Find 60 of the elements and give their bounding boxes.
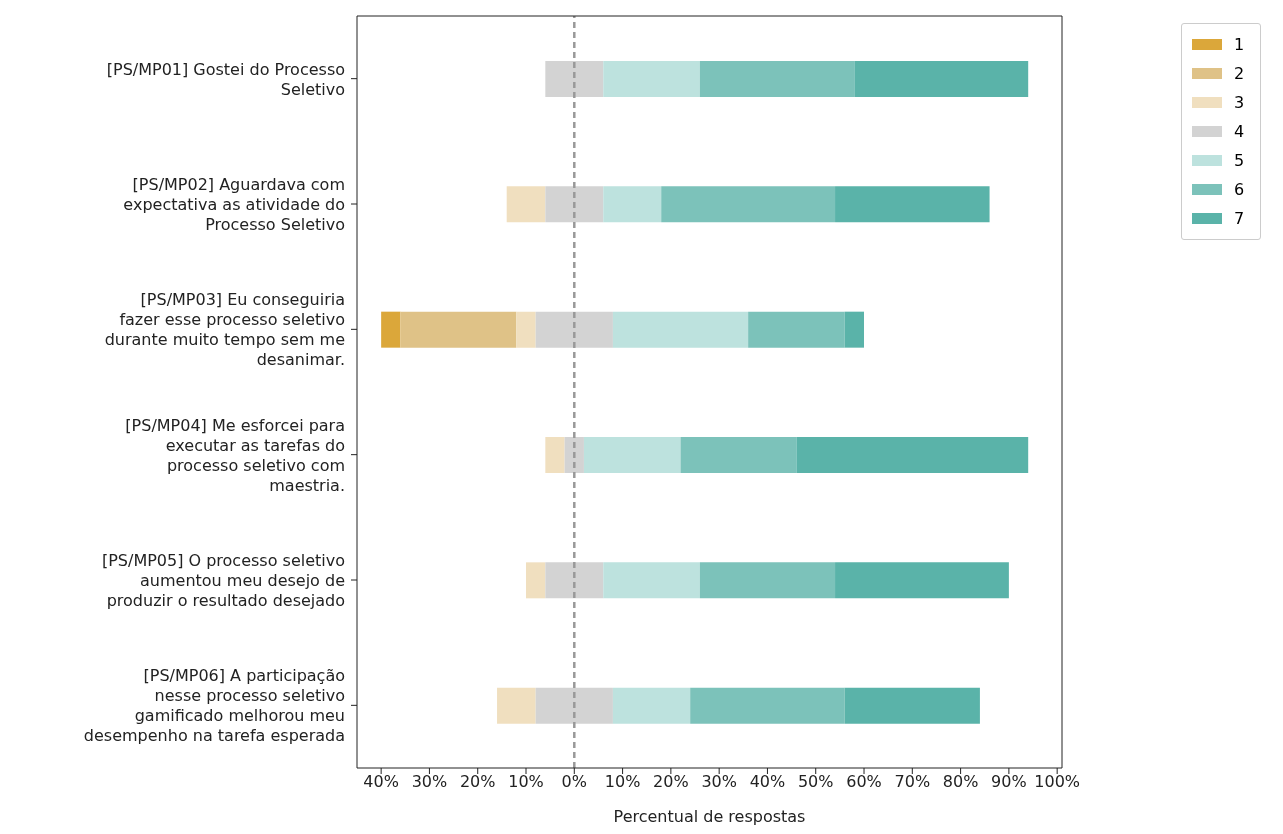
bar	[564, 437, 584, 473]
x-tick-label: 20%	[653, 772, 689, 792]
bar	[835, 186, 990, 223]
bar	[748, 311, 845, 348]
legend-label: 7	[1234, 209, 1245, 228]
x-tick-label: 50%	[797, 772, 834, 792]
x-tick-label: 60%	[846, 772, 882, 792]
bar	[526, 562, 546, 599]
bar	[400, 311, 517, 348]
bar	[844, 687, 980, 724]
bar	[612, 687, 691, 724]
x-tick-label: 70%	[894, 772, 931, 792]
legend-label: 5	[1234, 151, 1245, 170]
bar	[854, 61, 1029, 97]
legend-label: 1	[1234, 35, 1245, 54]
y-tick-label: [PS/MP05] O processo seletivo aumentou meu desejo de produzir o resultado desejado	[101, 550, 345, 610]
bar	[516, 311, 536, 348]
x-tick-label: 30%	[411, 772, 448, 792]
bar	[545, 437, 565, 473]
bar	[535, 311, 613, 348]
bar	[381, 311, 401, 348]
y-tick-label: [PS/MP01] Gostei do Processo Seletivo	[106, 59, 345, 99]
y-tick-label: [PS/MP02] Aguardava com expectativa as atividade do Processo Seletivo	[123, 174, 345, 234]
bar	[535, 687, 613, 724]
legend-label: 6	[1234, 180, 1245, 199]
legend-label: 3	[1234, 93, 1245, 112]
x-tick-label: 10%	[604, 772, 641, 792]
x-tick-label: 100%	[1034, 772, 1081, 792]
x-tick-label: 0%	[561, 772, 587, 792]
legend-label: 4	[1234, 122, 1245, 141]
x-tick-label: 40%	[363, 772, 399, 792]
bar	[680, 437, 797, 473]
x-tick-label: 20%	[459, 772, 496, 792]
bar	[497, 687, 536, 724]
bar	[844, 311, 865, 348]
bar	[506, 186, 546, 223]
bar	[583, 437, 681, 473]
bar	[603, 186, 662, 223]
x-tick-label: 30%	[701, 772, 737, 792]
bar	[796, 437, 1029, 473]
y-tick-label: [PS/MP06] A participação nesse processo seletivo gamificado melhorou meu desempenho na tarefa esperada	[83, 665, 345, 745]
bar	[699, 562, 836, 599]
bar	[603, 562, 700, 599]
x-tick-label: 90%	[991, 772, 1027, 792]
y-tick-label: [PS/MP04] Me esforcei para executar as tarefas do processo seletivo com maestria.	[125, 415, 345, 495]
bar	[699, 61, 855, 97]
bar	[612, 311, 749, 348]
x-tick-label: 10%	[508, 772, 544, 792]
bar	[690, 687, 845, 724]
bar	[545, 186, 604, 223]
bar	[545, 61, 604, 97]
x-tick-label: 80%	[942, 772, 979, 792]
x-tick-label: 40%	[749, 772, 786, 792]
legend-label: 2	[1234, 64, 1245, 83]
bar	[835, 562, 1009, 599]
bar	[661, 186, 836, 223]
bar	[603, 61, 700, 97]
bar	[545, 562, 604, 599]
x-axis-title: Percentual de respostas	[613, 807, 806, 826]
y-tick-label: [PS/MP03] Eu conseguiria fazer esse processo seletivo durante muito tempo sem me desanimar.	[104, 289, 345, 369]
